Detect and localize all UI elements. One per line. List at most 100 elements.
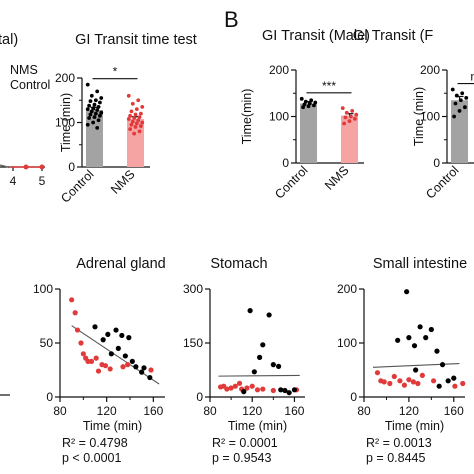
- control-point: [434, 348, 440, 354]
- control-point: [266, 312, 272, 318]
- nms-point: [260, 386, 266, 392]
- data-point: [129, 109, 134, 114]
- data-point: [450, 87, 455, 92]
- fit-line: [372, 362, 460, 368]
- nms-point: [236, 380, 243, 386]
- data-point: [92, 115, 97, 120]
- data-point: [136, 118, 141, 123]
- data-point: [128, 127, 133, 132]
- y-tick-label: 150: [183, 336, 203, 350]
- data-point: [137, 115, 142, 120]
- nms-point: [410, 379, 416, 385]
- data-point: [92, 102, 97, 107]
- nms-point: [419, 372, 425, 378]
- data-point: [85, 107, 90, 112]
- data-point: [342, 121, 346, 126]
- control-point: [286, 390, 292, 396]
- data-point: [130, 119, 135, 124]
- chart-title: GI Transit (F: [353, 28, 434, 44]
- data-point: [88, 99, 93, 104]
- data-point: [309, 98, 314, 103]
- control-point: [395, 337, 401, 343]
- x-axis-label: Time (min): [228, 419, 287, 433]
- data-point: [140, 105, 145, 109]
- control-point: [126, 335, 132, 341]
- data-point: [95, 89, 100, 94]
- control-point: [119, 332, 125, 339]
- control-point: [260, 342, 266, 348]
- category-label: Control: [58, 167, 96, 205]
- nms-point: [391, 373, 397, 380]
- data-point: [126, 93, 131, 98]
- control-point: [133, 364, 139, 370]
- y-tick-label: 0: [350, 390, 357, 404]
- data-point: [312, 103, 316, 108]
- y-tick-label: 100: [420, 110, 440, 124]
- nms-point: [93, 355, 99, 361]
- y-axis-label: Time(min): [240, 89, 254, 145]
- left-fragment-tick-label-5: 5: [39, 174, 46, 188]
- p-value: p = 0.9543: [212, 451, 271, 465]
- control-point: [129, 358, 135, 364]
- y-tick-label: 100: [55, 116, 75, 130]
- left-legend-control: Control: [10, 78, 50, 92]
- left-fragment-panel: tal) NMS Control 4 5: [0, 32, 50, 396]
- nms-point: [460, 380, 466, 387]
- control-point: [276, 363, 282, 369]
- nms-point: [397, 378, 403, 384]
- x-tick-label: 80: [203, 404, 217, 418]
- data-point: [354, 112, 359, 117]
- category-label: Control: [423, 163, 461, 201]
- left-fragment-control-line: [0, 164, 9, 168]
- left-fragment-tick-label-4: 4: [10, 174, 17, 188]
- control-point: [105, 331, 111, 337]
- nms-point: [69, 297, 75, 303]
- data-point: [299, 96, 304, 101]
- data-point: [126, 117, 131, 121]
- control-point: [439, 362, 446, 368]
- control-point: [282, 387, 288, 394]
- control-point: [92, 324, 98, 330]
- chart-title: Stomach: [210, 256, 267, 272]
- data-point: [87, 116, 91, 120]
- nms-point: [415, 380, 421, 387]
- data-point: [93, 98, 98, 103]
- nms-point: [254, 387, 261, 393]
- y-axis-label: Time (min): [412, 87, 426, 146]
- control-point: [139, 369, 145, 375]
- nms-point: [401, 382, 407, 388]
- category-label: NMS: [322, 163, 352, 193]
- data-point: [134, 121, 139, 126]
- r-squared: R² = 0.0001: [212, 436, 278, 450]
- control-point: [411, 343, 418, 349]
- nms-point: [381, 379, 387, 385]
- data-point: [460, 91, 465, 96]
- nms-point: [148, 367, 154, 373]
- y-tick-label: 200: [420, 63, 440, 77]
- data-point: [453, 101, 458, 106]
- control-point: [113, 327, 119, 333]
- data-point: [98, 113, 102, 118]
- data-point: [91, 120, 96, 125]
- nms-point: [406, 377, 412, 383]
- nms-point: [387, 380, 393, 387]
- bar: [300, 103, 317, 163]
- nms-point: [430, 378, 437, 384]
- nms-point: [80, 351, 86, 357]
- data-point: [133, 125, 138, 129]
- data-point: [93, 111, 98, 116]
- data-point: [136, 98, 141, 103]
- nms-point: [74, 327, 81, 333]
- x-axis-label: Time (min): [83, 419, 142, 433]
- data-point: [132, 116, 137, 120]
- data-point: [87, 103, 91, 108]
- y-tick-label: 0: [282, 156, 289, 170]
- control-point: [451, 375, 457, 381]
- chart-gi-male: GI Transit (Male) 0 100 200 Time(min) Control…: [240, 28, 370, 202]
- y-tick-label: 200: [269, 63, 289, 77]
- x-tick-label: 160: [444, 404, 464, 418]
- bar: [341, 115, 358, 163]
- x-tick-label: 120: [242, 404, 262, 418]
